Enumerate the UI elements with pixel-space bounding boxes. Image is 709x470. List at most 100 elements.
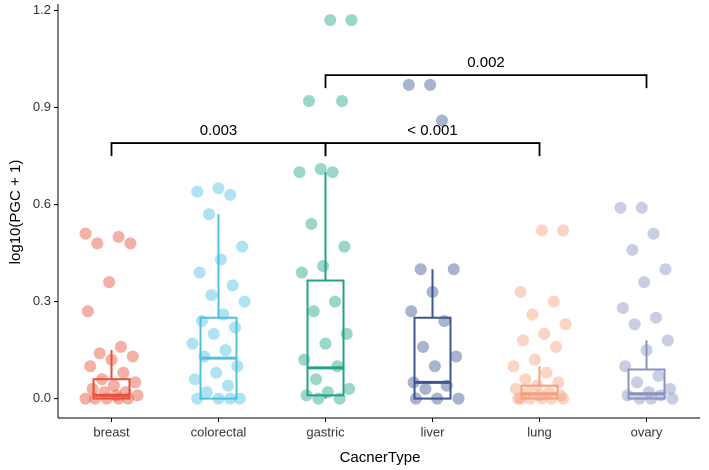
data-point xyxy=(414,263,427,276)
data-point xyxy=(124,237,137,250)
x-axis-title: CacnerType xyxy=(340,449,421,466)
box xyxy=(413,316,452,400)
data-point xyxy=(221,379,234,392)
data-point xyxy=(419,382,432,395)
x-tick-label: colorectal xyxy=(191,424,247,439)
data-point xyxy=(638,276,651,289)
y-tick-label: 0.6 xyxy=(33,196,51,211)
significance-bracket xyxy=(110,142,327,157)
data-point xyxy=(516,334,529,347)
data-point xyxy=(447,263,460,276)
data-point xyxy=(186,337,199,350)
data-point xyxy=(514,285,527,298)
data-point xyxy=(424,78,437,91)
data-point xyxy=(293,166,306,179)
p-value-label: < 0.001 xyxy=(407,122,457,139)
data-point xyxy=(193,266,206,279)
data-point xyxy=(328,295,341,308)
data-point xyxy=(224,188,237,201)
box xyxy=(306,279,345,397)
data-point xyxy=(107,379,120,392)
y-tick-label: 0.9 xyxy=(33,99,51,114)
data-point xyxy=(200,386,213,399)
data-point xyxy=(343,382,356,395)
box xyxy=(627,368,666,400)
data-point xyxy=(402,78,415,91)
x-tick-label: gastric xyxy=(306,424,345,439)
data-point xyxy=(331,360,344,373)
data-point xyxy=(129,376,142,389)
data-point xyxy=(188,373,201,386)
p-value-label: 0.003 xyxy=(200,122,238,139)
data-point xyxy=(112,230,125,243)
data-point xyxy=(557,224,570,237)
x-tick-label: lung xyxy=(527,424,552,439)
data-point xyxy=(435,114,448,127)
data-point xyxy=(336,95,349,108)
data-point xyxy=(405,305,418,318)
significance-bracket xyxy=(324,74,648,89)
x-tick-label: ovary xyxy=(631,424,663,439)
data-point xyxy=(519,373,532,386)
data-point xyxy=(205,289,218,302)
data-point xyxy=(236,240,249,253)
data-point xyxy=(535,224,548,237)
data-point xyxy=(528,353,541,366)
data-point xyxy=(229,321,242,334)
data-point xyxy=(614,201,627,214)
data-point xyxy=(450,350,463,363)
data-point xyxy=(659,263,672,276)
data-point xyxy=(557,392,570,405)
data-point xyxy=(664,382,677,395)
data-point xyxy=(81,305,94,318)
data-point xyxy=(338,240,351,253)
data-point xyxy=(507,360,520,373)
data-point xyxy=(326,166,339,179)
data-point xyxy=(307,305,320,318)
data-point xyxy=(114,340,127,353)
data-point xyxy=(203,208,216,221)
p-value-label: 0.002 xyxy=(467,54,505,71)
x-tick-label: breast xyxy=(93,424,130,439)
data-point xyxy=(212,182,225,195)
data-point xyxy=(649,311,662,324)
data-point xyxy=(302,95,315,108)
data-point xyxy=(666,392,679,405)
data-point xyxy=(652,369,665,382)
data-point xyxy=(126,350,139,363)
data-point xyxy=(661,334,674,347)
data-point xyxy=(238,295,251,308)
data-point xyxy=(317,259,330,272)
y-tick-label: 0.3 xyxy=(33,293,51,308)
data-point xyxy=(509,382,522,395)
data-point xyxy=(207,327,220,340)
data-point xyxy=(635,201,648,214)
data-point xyxy=(628,318,641,331)
data-point xyxy=(626,243,639,256)
data-point xyxy=(131,389,144,402)
data-point xyxy=(84,360,97,373)
x-tick-label: liver xyxy=(421,424,446,439)
significance-bracket xyxy=(324,142,541,157)
data-point xyxy=(538,327,551,340)
data-point xyxy=(191,185,204,198)
data-point xyxy=(117,366,130,379)
data-point xyxy=(214,253,227,266)
data-point xyxy=(616,302,629,315)
data-point xyxy=(295,266,308,279)
data-point xyxy=(417,340,430,353)
data-point xyxy=(319,337,332,350)
data-point xyxy=(103,276,116,289)
data-point xyxy=(540,366,553,379)
data-point xyxy=(631,376,644,389)
data-point xyxy=(79,227,92,240)
data-point xyxy=(93,347,106,360)
data-point xyxy=(345,14,358,27)
data-point xyxy=(310,373,323,386)
data-point xyxy=(305,217,318,230)
data-point xyxy=(647,227,660,240)
box xyxy=(520,384,559,400)
y-tick-label: 1.2 xyxy=(33,2,51,17)
data-point xyxy=(559,318,572,331)
